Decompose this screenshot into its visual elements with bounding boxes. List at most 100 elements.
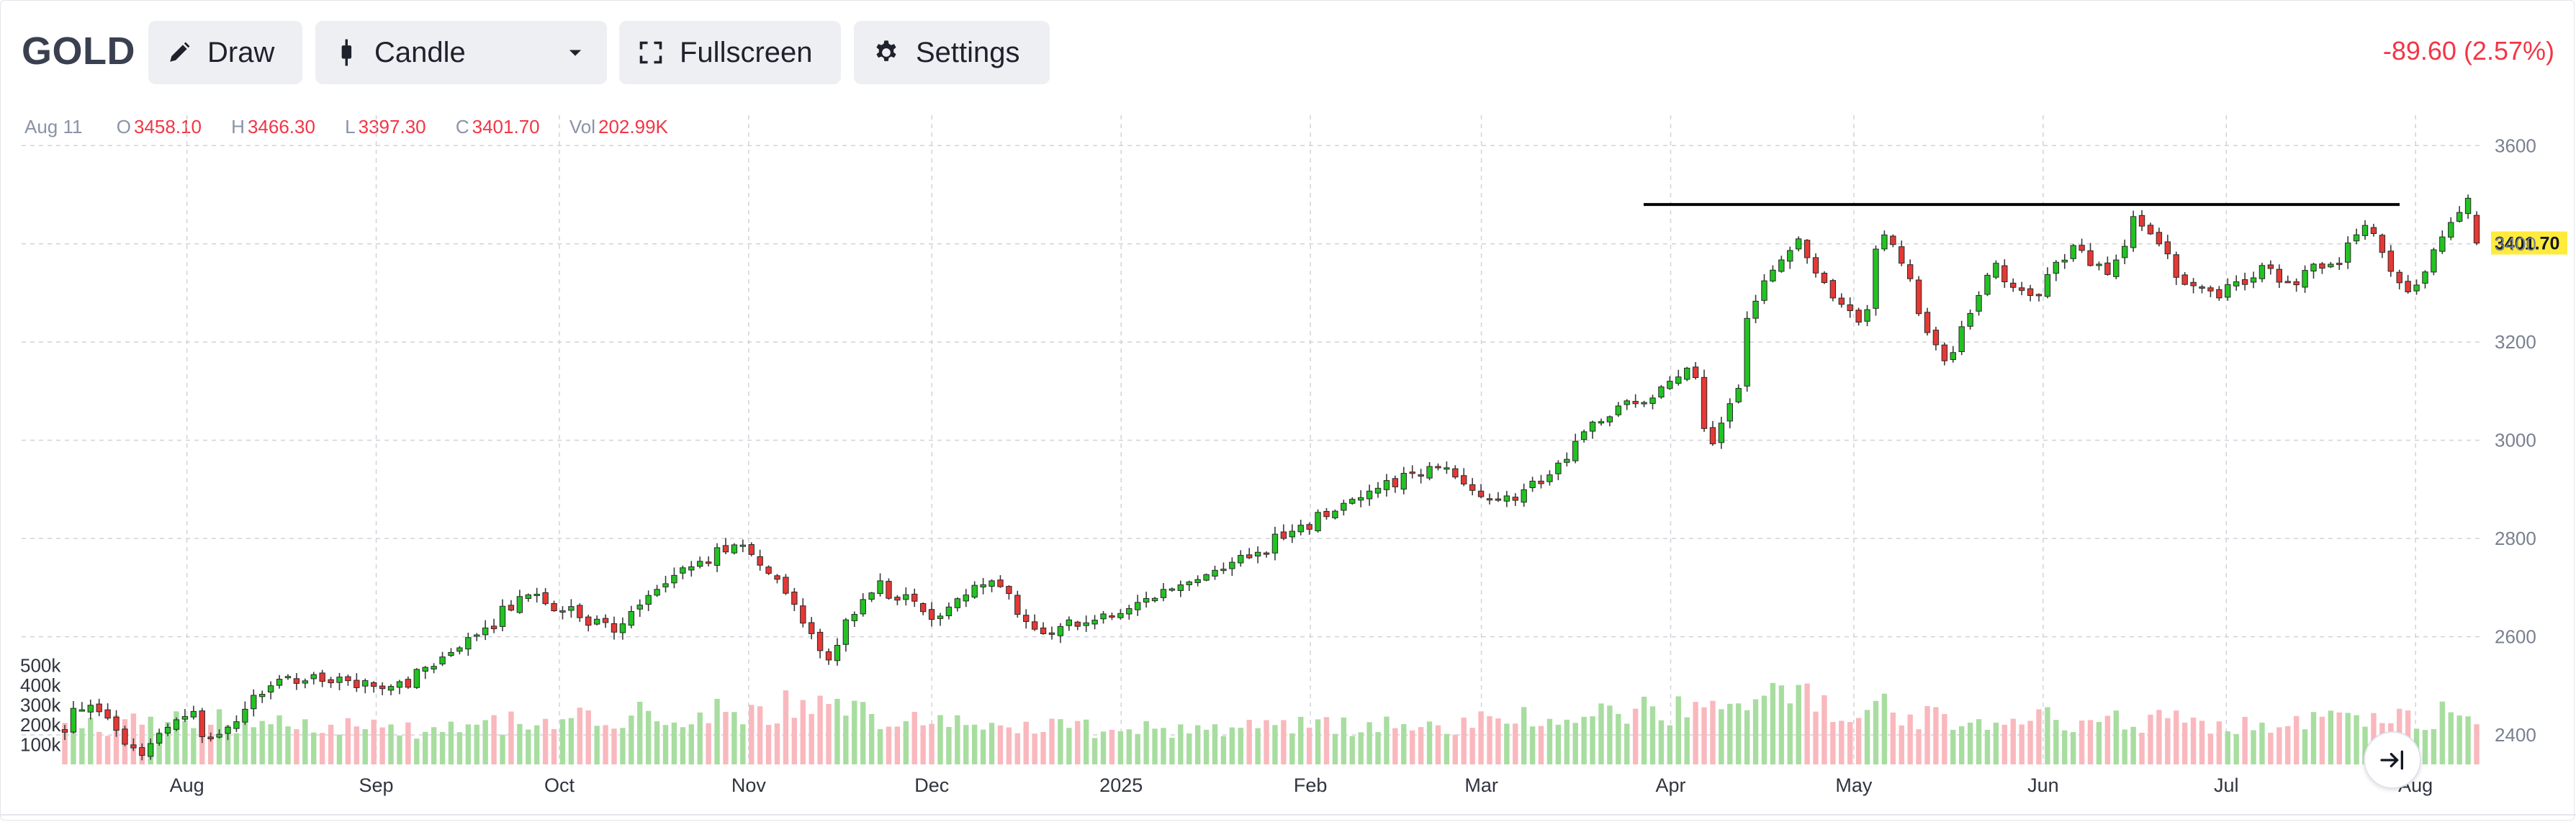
volume-bar [2113,710,2119,764]
volume-bar [2362,726,2368,764]
candle-body [774,575,780,580]
candle-body [937,615,944,619]
candle-body [2241,279,2248,285]
volume-bar [2439,701,2446,764]
candle-body [2448,222,2454,238]
candle-body [662,583,669,587]
candle-body [2293,281,2300,286]
candle-body [70,708,77,733]
legend-volume-label: Vol [569,116,596,137]
draw-button[interactable]: Draw [148,21,302,84]
x-tick-label: Mar [1464,774,1498,796]
candle-body [2035,294,2043,297]
volume-bar [834,698,840,764]
volume-bar [2251,730,2256,764]
candle-body [1160,589,1167,598]
volume-bar [1984,730,1991,764]
volume-bar [1401,723,1407,764]
volume-bar [2181,723,2188,764]
volume-bar [1332,733,1338,764]
ohlc-legend: Aug 11 O 3458.10 H 3466.30 L 3397.30 C 3401.… [24,116,693,138]
scroll-to-latest-icon [2380,750,2403,770]
volume-bar [2431,728,2437,764]
candle-body [636,605,643,610]
candle-body [1503,495,1510,502]
candle-body [722,545,729,553]
candle-body [945,606,953,617]
candle-body [1194,579,1201,583]
volume-bar [225,725,231,764]
candle-body [1838,297,1845,305]
volume-bar [1255,728,1261,764]
candle-body [593,618,600,625]
candle-body [1341,502,1347,511]
y-tick-label: 2800 [2495,528,2536,549]
price-chart[interactable]: 3401.70 2400 2600 2800 3000 3200 3400 3600 Aug S… [0,101,2576,821]
volume-bar [1418,727,1424,764]
candle-body [1357,497,1364,501]
candle-body [1409,471,1415,474]
volume-bar [1100,731,1107,764]
volume-bar [2053,720,2059,764]
volume-bar [508,711,514,764]
volume-bar [336,734,343,764]
volume-bar [1323,717,1330,764]
volume-tick-label: 300k [20,695,61,716]
volume-bar [423,731,428,764]
candle-body [2001,265,2008,283]
candle-body [1014,595,1021,615]
candle-body [362,680,369,687]
volume-bar [1693,702,1698,764]
candle-body [61,729,68,733]
volume-bar [1916,729,1922,764]
candle-body [345,676,351,682]
volume-bar [1117,731,1124,764]
candle-body [2087,250,2094,266]
legend-low: 3397.30 [358,116,426,137]
fullscreen-button[interactable]: Fullscreen [619,21,841,84]
volume-bar [611,728,617,764]
candle-body [2190,281,2197,286]
candle-body [1623,400,1630,405]
volume-bar [371,719,377,764]
candle-body [1529,480,1536,489]
volume-bar [1632,708,1639,764]
volume-bar [1169,738,1175,764]
volume-bar [2216,721,2223,764]
volume-bar [1899,725,1904,764]
volume-bar [302,719,308,764]
volume-bar [585,710,591,764]
volume-bar [431,727,437,764]
y-tick-label: 2400 [2495,724,2536,746]
candle-body [1606,416,1613,423]
candle-body [2319,263,2325,269]
settings-button[interactable]: Settings [854,21,1050,84]
x-tick-label: Sep [359,774,394,796]
volume-bar [774,723,780,764]
volume-bar [1719,709,1724,764]
volume-bar [757,706,763,764]
volume-bar [388,724,394,764]
volume-bar [1727,703,1733,764]
volume-bar [972,724,978,764]
candle-body [1906,264,1914,279]
candle-body [2147,225,2154,235]
volume-bar [104,736,111,764]
volume-bar [2036,709,2042,764]
candle-body [2464,197,2472,214]
candle-body [1486,498,1493,501]
scroll-to-latest-button[interactable] [2364,731,2421,789]
candle-body [619,623,626,633]
candle-body [2070,245,2076,259]
volume-bar [2070,732,2076,764]
candle-body [2328,263,2334,268]
volume-bar [319,733,325,764]
candle-body [1803,240,1811,258]
candle-body [842,619,850,645]
chart-type-select[interactable]: Candle [315,21,607,84]
candle-body [251,695,257,710]
volume-bar [1109,729,1115,764]
candle-body [602,618,609,623]
volume-bar [233,733,240,764]
candle-body [997,579,1004,587]
